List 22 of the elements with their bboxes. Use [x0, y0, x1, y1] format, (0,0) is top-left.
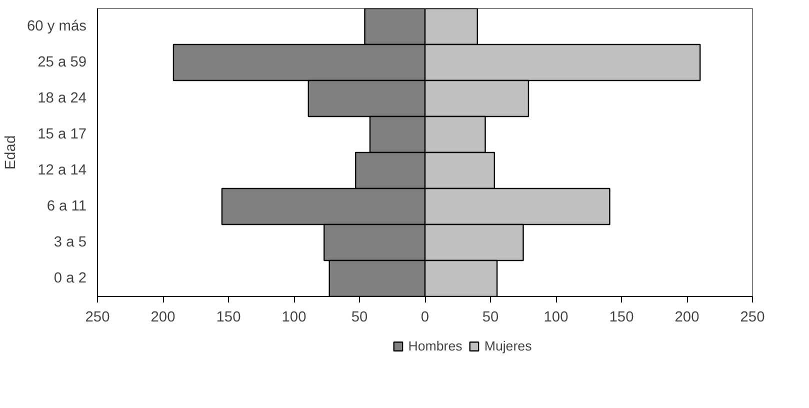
legend-label: Hombres: [408, 338, 462, 354]
y-axis-title: Edad: [3, 135, 20, 170]
y-tick-label: 60 y más: [27, 18, 87, 34]
y-tick-label: 15 a 17: [38, 126, 87, 142]
x-tick-label: 0: [420, 310, 430, 326]
x-tick-label: 250: [85, 310, 110, 326]
y-tick-label: 6 a 11: [46, 198, 87, 214]
x-tick-label: 50: [351, 310, 368, 326]
x-tick-label: 150: [216, 310, 241, 326]
y-tick-label: 25 a 59: [38, 54, 87, 70]
y-tick-label: 0 a 2: [54, 270, 87, 286]
x-tick-label: 150: [609, 310, 634, 326]
x-tick-label: 200: [674, 310, 700, 326]
x-tick-label: 100: [282, 310, 306, 326]
x-tick-label: 250: [740, 310, 765, 326]
y-tick-label: 3 a 5: [54, 234, 87, 250]
x-tick-label: 100: [544, 310, 568, 326]
y-tick-label: 12 a 14: [38, 162, 87, 178]
x-tick-label: 50: [482, 310, 499, 326]
x-tick-label: 200: [150, 310, 176, 326]
legend-label: Mujeres: [484, 338, 532, 354]
y-tick-label: 18 a 24: [38, 90, 87, 106]
